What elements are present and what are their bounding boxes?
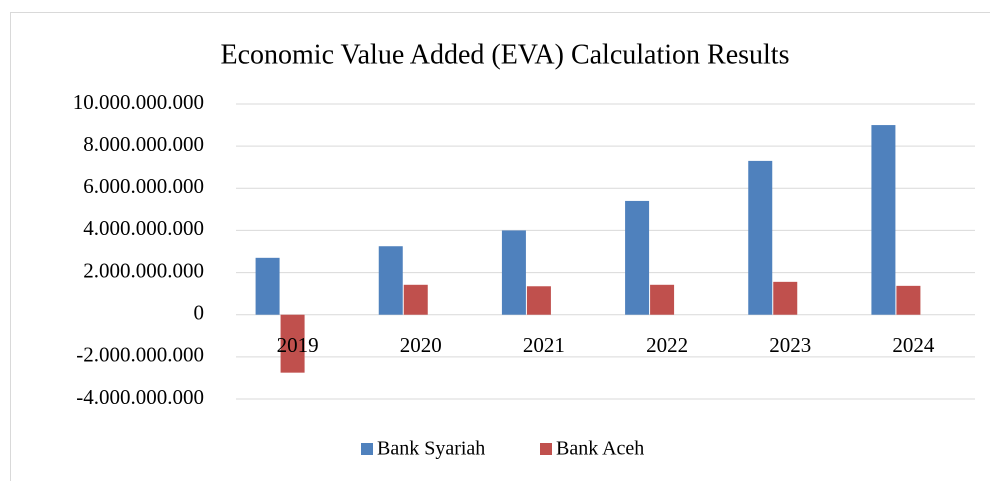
y-tick-label: 6.000.000.000 — [83, 174, 204, 198]
chart-border — [10, 12, 990, 481]
y-tick-label: -4.000.000.000 — [76, 385, 204, 409]
bar — [748, 160, 773, 315]
bar — [378, 246, 403, 315]
bar — [650, 284, 675, 315]
x-tick-label: 2022 — [646, 333, 688, 357]
bar — [255, 257, 280, 315]
bar — [896, 285, 921, 315]
y-tick-label: 10.000.000.000 — [73, 90, 204, 114]
x-tick-label: 2023 — [769, 333, 811, 357]
bar — [526, 286, 551, 315]
y-tick-label: 0 — [194, 301, 205, 325]
bar — [280, 314, 305, 373]
bar — [501, 230, 526, 315]
x-tick-label: 2019 — [277, 333, 319, 357]
y-tick-label: 8.000.000.000 — [83, 132, 204, 156]
x-tick-label: 2021 — [523, 333, 565, 357]
bar — [871, 125, 896, 315]
x-tick-label: 2024 — [892, 333, 935, 357]
legend-label: Bank Aceh — [556, 438, 644, 460]
legend-swatch — [361, 443, 373, 455]
x-tick-label: 2020 — [400, 333, 442, 357]
bar — [625, 200, 650, 315]
chart-title: Economic Value Added (EVA) Calculation R… — [221, 39, 790, 70]
legend-swatch — [540, 443, 552, 455]
y-tick-label: 2.000.000.000 — [83, 258, 204, 282]
y-tick-label: -2.000.000.000 — [76, 343, 204, 367]
legend-label: Bank Syariah — [377, 438, 485, 460]
bar — [773, 281, 798, 315]
y-tick-label: 4.000.000.000 — [83, 216, 204, 240]
bar — [403, 284, 428, 315]
